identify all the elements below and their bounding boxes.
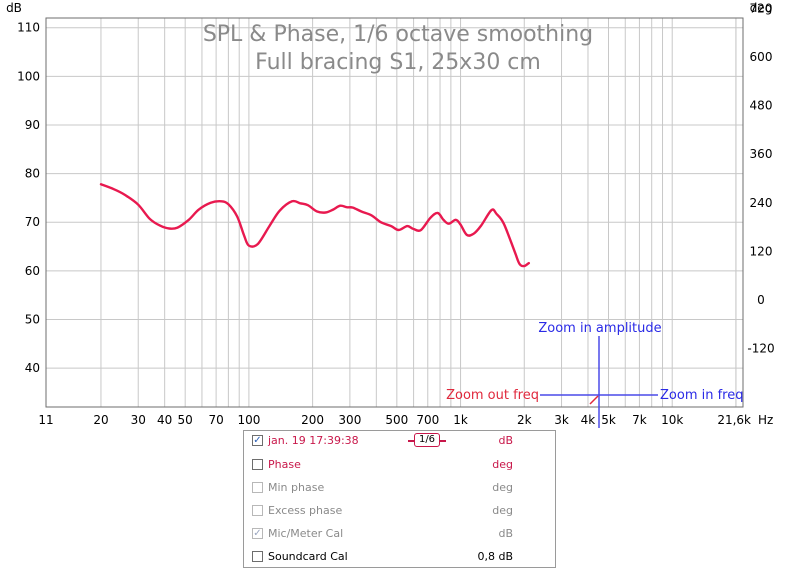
measurement-row[interactable]: ✓ jan. 19 17:39:38 1/6 dB — [244, 431, 555, 453]
plot-frame — [45, 17, 744, 408]
y-tick-label: 70 — [25, 215, 40, 229]
x-tick-label: 200 — [301, 413, 324, 427]
x-tick-label: 70 — [208, 413, 223, 427]
series-group — [99, 183, 530, 268]
soundcard-cal-checkbox[interactable] — [252, 551, 263, 562]
chart-title: SPL & Phase, 1/6 octave smoothing — [203, 22, 593, 47]
left-axis-ticks: 40 50 60 70 80 90 100 110 — [17, 21, 40, 375]
phase-unit: deg — [492, 458, 513, 471]
chart-subtitle: Full bracing S1, 25x30 cm — [255, 50, 541, 75]
y2-tick-label: 240 — [750, 196, 773, 210]
excess-phase-label: Excess phase — [268, 504, 343, 517]
phase-checkbox[interactable] — [252, 459, 263, 470]
zoom-diagonal-handle[interactable] — [589, 395, 599, 405]
excess-phase-checkbox[interactable] — [252, 505, 263, 516]
min-phase-unit: deg — [492, 481, 513, 494]
x-tick-label: 500 — [385, 413, 408, 427]
zoom-controls[interactable]: Zoom in amplitude Zoom out freq Zoom in … — [446, 321, 743, 428]
soundcard-cal-unit: 0,8 dB — [477, 550, 513, 563]
min-phase-checkbox[interactable] — [252, 482, 263, 493]
right-axis-ticks: -120 0 120 240 360 480 600 720 — [747, 1, 774, 355]
x-axis-unit-label: Hz — [758, 413, 773, 427]
x-tick-label: 300 — [338, 413, 361, 427]
y-tick-label: 100 — [17, 69, 40, 83]
excess-phase-unit: deg — [492, 504, 513, 517]
measurement-checkbox[interactable]: ✓ — [252, 435, 263, 446]
spl-series-line — [99, 183, 530, 268]
x-tick-label: 20 — [93, 413, 108, 427]
mic-meter-cal-label: Mic/Meter Cal — [268, 527, 344, 540]
x-tick-label: 700 — [416, 413, 439, 427]
y2-tick-label: 720 — [750, 1, 773, 15]
x-axis-ticks: 11 20 30 40 50 70 100 200 300 500 700 1k 2k 3k 4k 5k 7k 1… — [38, 413, 751, 427]
y2-tick-label: 480 — [750, 99, 773, 113]
y2-tick-label: 120 — [750, 244, 773, 258]
zoom-out-freq-label[interactable]: Zoom out freq — [446, 388, 539, 403]
x-tick-label: 3k — [554, 413, 569, 427]
y-tick-label: 40 — [25, 361, 40, 375]
x-tick-label: 10k — [661, 413, 683, 427]
x-tick-label: 1k — [453, 413, 468, 427]
excess-phase-row[interactable]: Excess phase deg — [244, 501, 555, 523]
measurement-legend-panel: ✓ jan. 19 17:39:38 1/6 dB Phase deg Min … — [243, 430, 556, 568]
mic-meter-cal-unit: dB — [498, 527, 513, 540]
x-tick-label: 11 — [38, 413, 53, 427]
x-tick-label: 100 — [237, 413, 260, 427]
phase-row[interactable]: Phase deg — [244, 455, 555, 477]
y-tick-label: 80 — [25, 167, 40, 181]
y2-tick-label: -120 — [747, 342, 774, 356]
x-tick-label: 2k — [517, 413, 532, 427]
smoothing-badge[interactable]: 1/6 — [408, 433, 446, 447]
x-tick-label: 4k — [581, 413, 596, 427]
x-tick-label: 40 — [157, 413, 172, 427]
y-tick-label: 60 — [25, 264, 40, 278]
y2-tick-label: 600 — [750, 50, 773, 64]
soundcard-cal-row[interactable]: Soundcard Cal 0,8 dB — [244, 547, 555, 569]
phase-label: Phase — [268, 458, 301, 471]
y-tick-label: 110 — [17, 21, 40, 35]
min-phase-label: Min phase — [268, 481, 325, 494]
x-tick-label: 5k — [601, 413, 616, 427]
spl-phase-chart[interactable]: 40 50 60 70 80 90 100 110 -120 0 120 240 360 480 600 7… — [0, 0, 800, 430]
x-tick-label: 21,6k — [717, 413, 751, 427]
y-tick-label: 90 — [25, 118, 40, 132]
mic-meter-cal-row[interactable]: ✓ Mic/Meter Cal dB — [244, 524, 555, 546]
soundcard-cal-label: Soundcard Cal — [268, 550, 348, 563]
grid-lines — [46, 18, 743, 407]
measurement-unit: dB — [498, 434, 513, 447]
y2-tick-label: 360 — [750, 147, 773, 161]
y-axis-label: dB — [6, 1, 22, 15]
y2-axis-label: deg — [750, 1, 773, 15]
x-tick-label: 7k — [632, 413, 647, 427]
zoom-in-freq-label[interactable]: Zoom in freq — [660, 388, 743, 403]
y-tick-label: 50 — [25, 312, 40, 326]
measurement-label: jan. 19 17:39:38 — [268, 434, 359, 447]
zoom-in-amplitude-label[interactable]: Zoom in amplitude — [538, 321, 661, 336]
x-tick-label: 30 — [131, 413, 146, 427]
mic-meter-cal-checkbox[interactable]: ✓ — [252, 528, 263, 539]
y2-tick-label: 0 — [757, 293, 765, 307]
x-tick-label: 50 — [178, 413, 193, 427]
min-phase-row[interactable]: Min phase deg — [244, 478, 555, 500]
